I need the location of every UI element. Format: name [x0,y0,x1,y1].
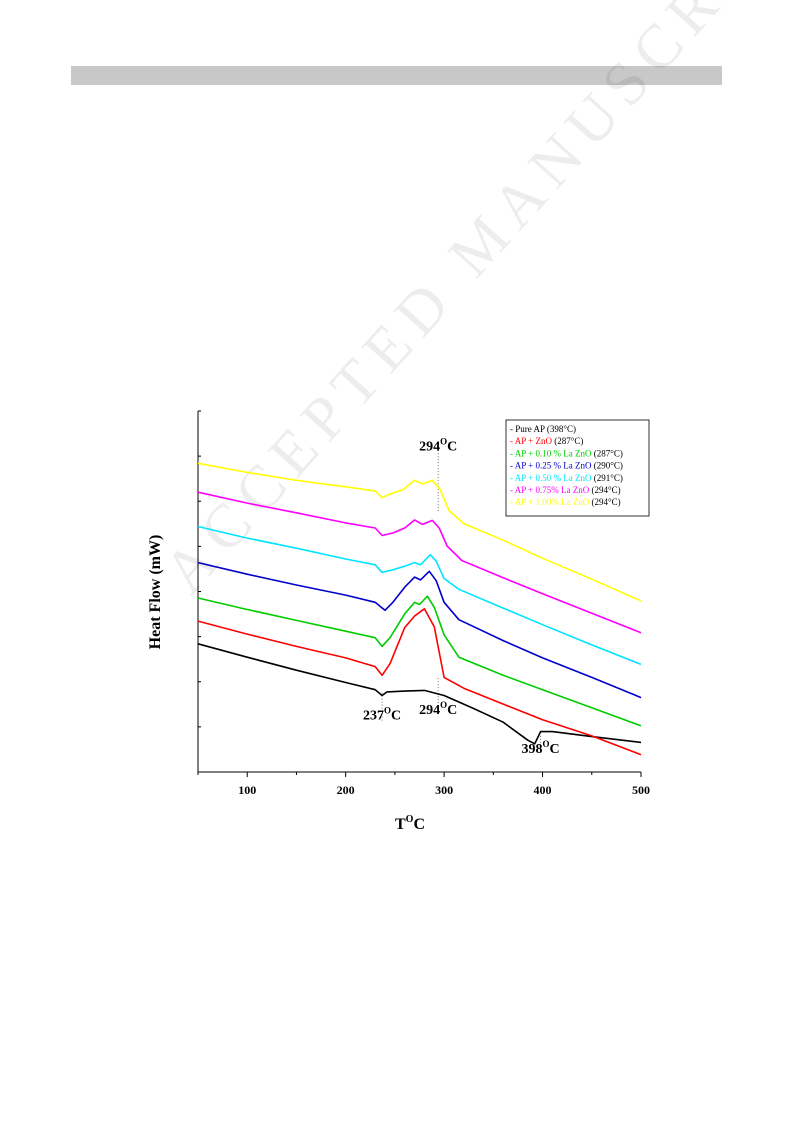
peak-annotation-sup: O [440,700,447,710]
peak-annotation-sup: O [440,437,447,447]
legend-entry: - AP + 0.10 % La ZnO (287°C) [510,448,623,458]
peak-annotation: 398OC [522,739,560,757]
legend-entry: - AP + 1.00% La ZnO (294°C) [510,497,621,507]
series-line-6 [197,462,642,602]
peak-annotation-sup: O [384,706,391,716]
x-tick-label: 400 [534,783,552,797]
x-tick-label: 100 [238,783,256,797]
x-axis-title-suffix: C [413,816,425,833]
legend-entry-temp: (287°C) [591,448,622,458]
peak-annotation: 294OC [419,700,457,718]
x-tick-label: 300 [435,783,453,797]
legend-entry-temp: (291°C) [591,473,622,483]
legend-entry-temp: (287°C) [552,436,583,446]
x-axis-title-sup: O [406,814,414,825]
legend-entry: - Pure AP (398°C) [510,424,576,434]
series-line-1 [197,608,642,756]
legend-entry-temp: (294°C) [589,497,620,507]
series-line-4 [197,525,642,666]
peak-annotation-suffix: C [391,709,401,724]
legend-entry: - AP + 0.25 % La ZnO (290°C) [510,461,623,471]
legend-box [505,419,650,517]
x-axis-title: TOC [395,814,425,833]
peak-annotation-sup: O [543,739,550,749]
peak-annotation: 294OC [419,437,457,455]
series-line-2 [197,595,642,727]
legend-entry: - AP + 0.50 % La ZnO (291°C) [510,473,623,483]
x-tick-label: 500 [632,783,650,797]
series-line-5 [197,491,642,634]
legend-entry-temp: (290°C) [591,461,622,471]
legend-entry-temp: (294°C) [589,485,620,495]
series-line-3 [197,561,642,699]
peak-annotation-suffix: C [550,742,560,757]
legend-entry: - AP + 0.75% La ZnO (294°C) [510,485,621,495]
peak-annotation-suffix: C [447,440,457,455]
legend-entry-temp: (398°C) [545,424,576,434]
peak-annotation: 237OC [363,706,401,724]
x-tick-label: 200 [337,783,355,797]
y-axis-title: Heat Flow (mW) [147,535,164,650]
peak-annotation-suffix: C [447,703,457,718]
series-line-0 [197,643,642,745]
legend-entry: - AP + ZnO (287°C) [510,436,583,446]
header-bar [71,66,722,85]
